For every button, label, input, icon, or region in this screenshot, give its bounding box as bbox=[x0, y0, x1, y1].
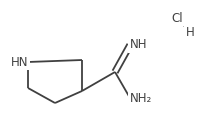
Text: HN: HN bbox=[10, 55, 28, 69]
Text: NH₂: NH₂ bbox=[130, 92, 152, 105]
Text: H: H bbox=[186, 25, 194, 38]
Text: NH: NH bbox=[130, 38, 148, 52]
Text: Cl: Cl bbox=[171, 11, 183, 24]
